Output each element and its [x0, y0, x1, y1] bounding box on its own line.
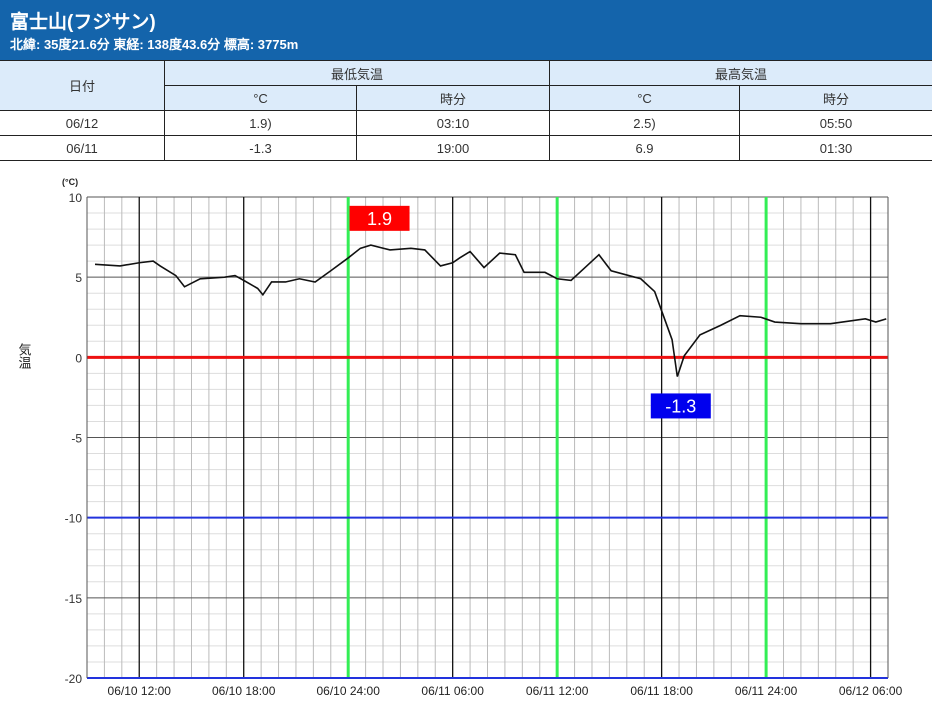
temperature-line [94, 244, 887, 377]
min-unit-header: °C [164, 85, 357, 111]
station-title: 富士山(フジサン) [10, 12, 156, 33]
table-row: 06/12 1.9) 03:10 2.5) 05:50 [0, 110, 932, 136]
row-max-time: 05:50 [739, 110, 932, 136]
row-min: 1.9) [164, 110, 357, 136]
x-tick-label: 06/11 18:00 [630, 684, 693, 698]
table-row: 06/11 -1.3 19:00 6.9 01:30 [0, 135, 932, 161]
min-time-header: 時分 [356, 85, 550, 111]
annotation-label: -1.3 [665, 396, 696, 416]
row-max: 2.5) [549, 110, 740, 136]
y-tick-label: -10 [65, 512, 83, 526]
row-min: -1.3 [164, 135, 357, 161]
x-tick-label: 06/12 06:00 [839, 684, 903, 698]
row-date: 06/11 [0, 135, 165, 161]
x-tick-label: 06/11 06:00 [421, 684, 484, 698]
temperature-table: 日付 最低気温 最高気温 °C 時分 °C 時分 06/12 1.9) 03:10 2… [0, 60, 932, 161]
y-tick-label: 0 [75, 351, 82, 365]
row-min-time: 03:10 [356, 110, 550, 136]
max-temp-header: 最高気温 [549, 60, 932, 86]
y-tick-label: -20 [65, 672, 83, 686]
y-tick-label: 5 [75, 271, 82, 285]
row-max: 6.9 [549, 135, 740, 161]
max-unit-header: °C [549, 85, 740, 111]
date-header: 日付 [0, 60, 165, 111]
x-tick-label: 06/10 12:00 [108, 684, 172, 698]
y-tick-label: -5 [71, 432, 82, 446]
station-location: 北緯: 35度21.6分 東経: 138度43.6分 標高: 3775m [10, 37, 299, 52]
max-time-header: 時分 [739, 85, 932, 111]
row-date: 06/12 [0, 110, 165, 136]
annotation-box [650, 393, 711, 419]
y-axis-label: 気温 [17, 342, 32, 369]
min-temp-header: 最低気温 [164, 60, 550, 86]
annotation-box [349, 205, 410, 231]
annotation-label: 1.9 [367, 209, 392, 229]
y-tick-label: 10 [69, 191, 83, 205]
temperature-chart: 10 5 0 -5 -10 -15 -20 06/10 12:00 06/10 18:00 06/… [17, 177, 903, 698]
y-tick-label: -15 [65, 592, 83, 606]
row-min-time: 19:00 [356, 135, 550, 161]
row-max-time: 01:30 [739, 135, 932, 161]
x-tick-label: 06/10 24:00 [316, 684, 380, 698]
x-tick-label: 06/11 12:00 [526, 684, 589, 698]
x-tick-label: 06/11 24:00 [735, 684, 798, 698]
x-tick-label: 06/10 18:00 [212, 684, 276, 698]
station-header: 富士山(フジサン) 北緯: 35度21.6分 東経: 138度43.6分 標高:… [0, 0, 932, 60]
y-unit-label: (°C) [62, 177, 78, 187]
